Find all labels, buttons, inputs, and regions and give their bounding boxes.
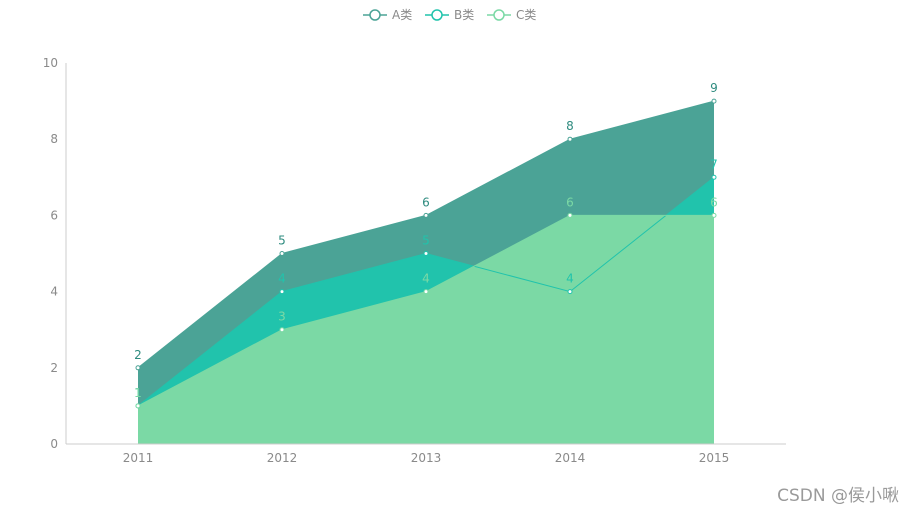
legend-marker-icon <box>369 9 381 21</box>
data-label: 5 <box>278 234 286 248</box>
y-tick-label: 0 <box>50 437 58 451</box>
data-point[interactable] <box>279 251 285 256</box>
data-label: 7 <box>710 157 718 171</box>
y-tick-label: 2 <box>50 361 58 375</box>
data-label: 4 <box>422 272 430 286</box>
data-point[interactable] <box>423 289 429 295</box>
data-point[interactable] <box>567 212 573 218</box>
data-point[interactable] <box>423 251 429 256</box>
data-point[interactable] <box>423 212 429 218</box>
legend-marker-icon <box>493 9 505 21</box>
x-tick-label: 2015 <box>699 451 730 465</box>
data-label: 3 <box>278 310 286 324</box>
watermark: CSDN @侯小啾 <box>777 486 899 506</box>
x-tick-label: 2012 <box>267 451 298 465</box>
data-point[interactable] <box>711 212 717 218</box>
data-label: 1 <box>134 386 142 400</box>
series-points <box>135 98 717 409</box>
data-point[interactable] <box>711 174 717 180</box>
x-tick-label: 2011 <box>123 451 154 465</box>
data-point[interactable] <box>711 98 717 104</box>
y-tick-label: 6 <box>50 208 58 222</box>
y-tick-label: 8 <box>50 132 58 146</box>
data-label: 4 <box>566 272 574 286</box>
data-label: 4 <box>278 272 286 286</box>
legend-marker-icon <box>431 9 443 21</box>
axes: 0 2 4 6 8 10 2011 2012 2013 2014 2015 <box>43 56 786 465</box>
y-tick-label: 4 <box>50 285 58 299</box>
x-tick-label: 2014 <box>555 451 586 465</box>
data-label: 8 <box>566 119 574 133</box>
data-point[interactable] <box>567 136 573 142</box>
series-areas <box>138 101 714 445</box>
data-label: 5 <box>422 234 430 248</box>
legend-item-2[interactable]: C类 <box>487 8 536 22</box>
data-point[interactable] <box>279 289 285 295</box>
data-label: 1 <box>134 386 142 400</box>
legend-label: B类 <box>454 8 474 22</box>
y-tick-label: 10 <box>43 56 58 70</box>
data-point[interactable] <box>279 327 285 333</box>
data-point[interactable] <box>135 403 141 409</box>
data-label: 6 <box>422 195 430 209</box>
x-tick-label: 2013 <box>411 451 442 465</box>
data-label: 6 <box>566 195 574 209</box>
data-label: 6 <box>710 195 718 209</box>
legend-label: C类 <box>516 8 536 22</box>
legend[interactable]: A类 B类 C类 <box>363 8 536 22</box>
legend-item-0[interactable]: A类 <box>363 8 412 22</box>
data-label: 9 <box>710 81 718 95</box>
legend-label: A类 <box>392 8 412 22</box>
data-point[interactable] <box>567 289 573 295</box>
data-point[interactable] <box>135 365 141 371</box>
series-area-2 <box>138 215 714 444</box>
legend-item-1[interactable]: B类 <box>425 8 474 22</box>
data-label: 2 <box>134 348 142 362</box>
